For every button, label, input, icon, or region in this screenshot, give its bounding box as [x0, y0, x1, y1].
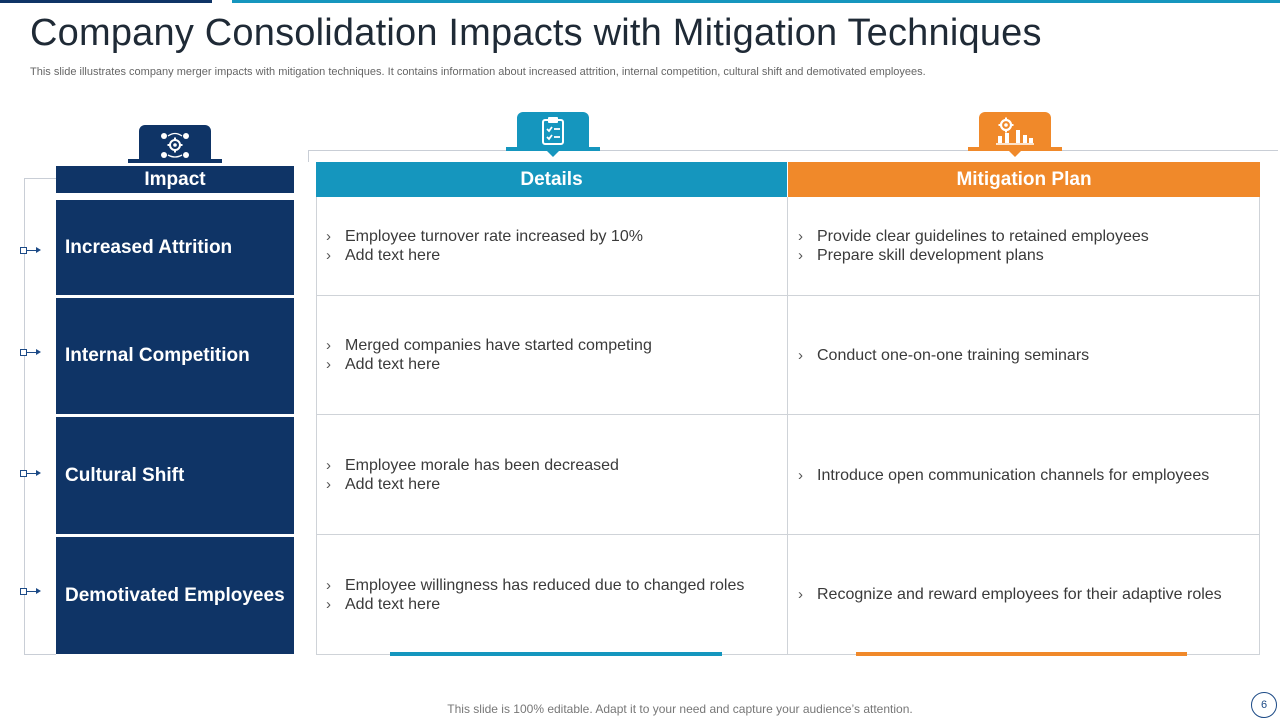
row-connector: [20, 349, 42, 357]
chevron-right-icon: ›: [326, 457, 331, 474]
divider-line: [308, 150, 1278, 151]
mitigation-icon-base: [968, 147, 1062, 151]
bullet-item: › Employee willingness has reduced due to…: [326, 577, 745, 594]
chevron-right-icon: ›: [798, 467, 803, 484]
impact-cell: Cultural Shift: [56, 417, 294, 534]
mitigation-cell: › Provide clear guidelines to retained em…: [788, 197, 1260, 296]
page-number: 6: [1251, 692, 1277, 718]
gear-chart-icon: [996, 117, 1034, 145]
bullet-item: › Conduct one-on-one training seminars: [798, 347, 1090, 364]
details-cell: › Employee turnover rate increased by 10%…: [316, 197, 788, 296]
chevron-right-icon: ›: [798, 347, 803, 364]
chevron-right-icon: ›: [326, 596, 331, 613]
chevron-right-icon: ›: [326, 247, 331, 264]
bullet-item: › Introduce open communication channels f…: [798, 467, 1210, 484]
impact-icon-base: [128, 159, 222, 163]
top-accent-bar-blue: [232, 0, 1280, 3]
chevron-right-icon: ›: [326, 356, 331, 373]
details-cell: › Employee willingness has reduced due to…: [316, 535, 788, 655]
chevron-right-icon: ›: [326, 337, 331, 354]
slide-title: Company Consolidation Impacts with Mitig…: [30, 12, 1042, 54]
clipboard-checklist-icon: [542, 117, 564, 145]
chevron-right-icon: ›: [326, 228, 331, 245]
bullet-item: › Provide clear guidelines to retained em…: [798, 228, 1149, 245]
slide-footer: This slide is 100% editable. Adapt it to…: [447, 702, 913, 716]
impact-cell: Internal Competition: [56, 298, 294, 414]
divider-line: [308, 150, 309, 162]
impact-bracket: [24, 178, 56, 655]
mitigation-cell: › Recognize and reward employees for thei…: [788, 535, 1260, 655]
row-connector: [20, 247, 42, 255]
impact-cell: Increased Attrition: [56, 200, 294, 295]
bullet-item: › Prepare skill development plans: [798, 247, 1044, 264]
table-border: [316, 197, 317, 655]
bullet-item: › Merged companies have started competing: [326, 337, 652, 354]
mitigation-icon-tab: [979, 112, 1051, 150]
details-icon-notch: [547, 151, 559, 157]
column-header-details: Details: [316, 162, 787, 197]
details-cell: › Employee morale has been decreased › Add…: [316, 415, 788, 535]
bullet-item: › Add text here: [326, 476, 441, 493]
mitigation-bottom-accent: [856, 652, 1187, 656]
chevron-right-icon: ›: [798, 586, 803, 603]
details-cell: › Merged companies have started competing…: [316, 296, 788, 415]
mitigation-icon-notch: [1009, 151, 1021, 157]
bullet-item: › Add text here: [326, 247, 441, 264]
impact-icon-tab: [139, 125, 211, 163]
mitigation-cell: › Introduce open communication channels f…: [788, 415, 1260, 535]
bullet-item: › Recognize and reward employees for thei…: [798, 586, 1222, 603]
bullet-item: › Add text here: [326, 356, 441, 373]
chevron-right-icon: ›: [326, 476, 331, 493]
row-connector: [20, 588, 42, 596]
details-icon-base: [506, 147, 600, 151]
slide-subtitle: This slide illustrates company merger im…: [30, 66, 926, 78]
top-accent-bar-navy: [0, 0, 212, 3]
details-icon-tab: [517, 112, 589, 150]
chevron-right-icon: ›: [798, 247, 803, 264]
chevron-right-icon: ›: [798, 228, 803, 245]
mitigation-cell: › Conduct one-on-one training seminars: [788, 296, 1260, 415]
bullet-item: › Add text here: [326, 596, 441, 613]
bullet-item: › Employee turnover rate increased by 10%: [326, 228, 643, 245]
chevron-right-icon: ›: [326, 577, 331, 594]
column-header-mitigation-plan: Mitigation Plan: [788, 162, 1260, 197]
bullet-item: › Employee morale has been decreased: [326, 457, 619, 474]
gear-network-icon: [161, 132, 189, 158]
column-header-impact: Impact: [56, 166, 294, 193]
impact-cell: Demotivated Employees: [56, 537, 294, 654]
details-bottom-accent: [390, 652, 722, 656]
row-connector: [20, 470, 42, 478]
